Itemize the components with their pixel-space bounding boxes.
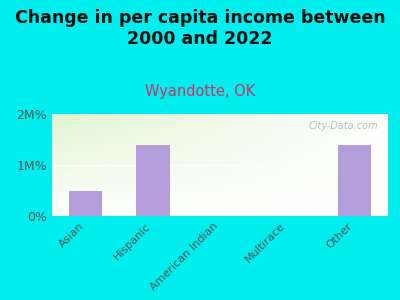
- Bar: [69, 190, 102, 216]
- Bar: [338, 145, 371, 216]
- Text: Wyandotte, OK: Wyandotte, OK: [145, 84, 255, 99]
- Text: Change in per capita income between
2000 and 2022: Change in per capita income between 2000…: [15, 9, 385, 48]
- Text: City-Data.com: City-Data.com: [308, 121, 378, 131]
- Bar: [136, 145, 170, 216]
